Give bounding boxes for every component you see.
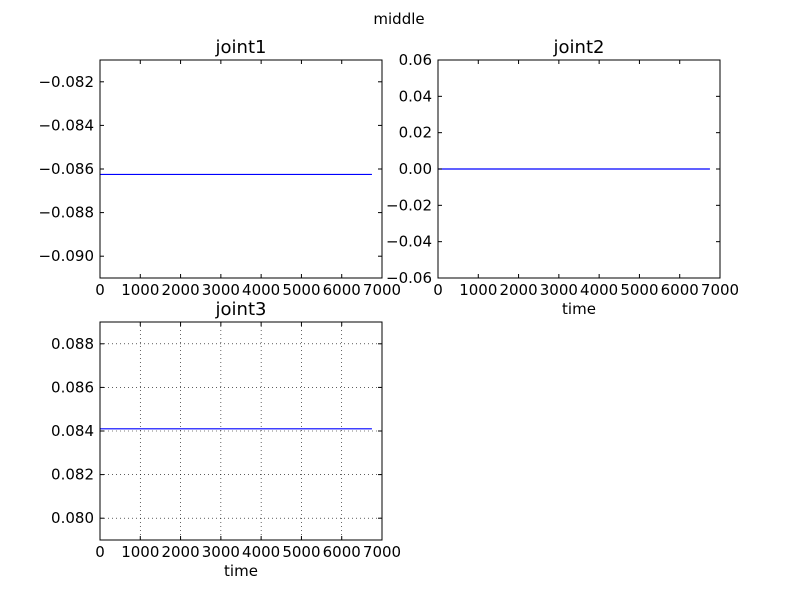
y-tick-label: −0.02 bbox=[386, 196, 432, 214]
y-tick-label: −0.084 bbox=[38, 116, 94, 134]
x-tick-label: 4000 bbox=[580, 281, 618, 299]
x-tick-label: 0 bbox=[433, 281, 443, 299]
y-tick-label: −0.090 bbox=[38, 247, 94, 265]
x-tick-label: 3000 bbox=[202, 281, 240, 299]
subplot-joint3: 0 1000 2000 3000 4000 5000 6000 7000 0.088 0.086 0… bbox=[51, 299, 401, 580]
y-tick-label: −0.088 bbox=[38, 204, 94, 222]
y-tick-label: 0.088 bbox=[51, 335, 94, 353]
x-tick-label: 7000 bbox=[363, 543, 401, 561]
x-tick-label: 2000 bbox=[161, 543, 199, 561]
x-tick-label: 2000 bbox=[161, 281, 199, 299]
y-tick-label: 0.00 bbox=[399, 160, 432, 178]
x-tick-label: 3000 bbox=[540, 281, 578, 299]
x-axis-label: time bbox=[224, 562, 258, 580]
x-tick-label: 0 bbox=[95, 543, 105, 561]
y-tick-label: −0.06 bbox=[386, 269, 432, 287]
y-tick-label: −0.082 bbox=[38, 73, 94, 91]
x-tick-label: 6000 bbox=[323, 543, 361, 561]
y-tick-label: 0.086 bbox=[51, 378, 94, 396]
y-tick-label: −0.086 bbox=[38, 160, 94, 178]
x-tick-label: 7000 bbox=[363, 281, 401, 299]
y-tick-label: 0.02 bbox=[399, 124, 432, 142]
subplot-title: joint1 bbox=[215, 37, 267, 58]
subplot-joint2: 0 1000 2000 3000 4000 5000 6000 7000 0.06 0.04 0.0… bbox=[386, 37, 739, 318]
subplot-title: joint3 bbox=[215, 299, 267, 320]
x-tick-label: 5000 bbox=[620, 281, 658, 299]
axes-frame bbox=[437, 59, 721, 279]
x-tick-label: 4000 bbox=[242, 543, 280, 561]
subplot-joint1: 0 1000 2000 3000 4000 5000 6000 7000 −0.082 −0.08… bbox=[38, 37, 401, 299]
x-tick-label: 1000 bbox=[121, 281, 159, 299]
x-tick-label: 1000 bbox=[459, 281, 497, 299]
x-tick-label: 5000 bbox=[282, 281, 320, 299]
x-tick-label: 3000 bbox=[202, 543, 240, 561]
y-tick-label: 0.082 bbox=[51, 466, 94, 484]
x-tick-label: 2000 bbox=[499, 281, 537, 299]
subplot-title: joint2 bbox=[553, 37, 605, 58]
y-tick-label: 0.080 bbox=[51, 509, 94, 527]
x-tick-label: 6000 bbox=[661, 281, 699, 299]
y-tick-label: 0.06 bbox=[399, 51, 432, 69]
x-tick-label: 6000 bbox=[323, 281, 361, 299]
y-tick-label: 0.04 bbox=[399, 87, 432, 105]
y-tick-label: −0.04 bbox=[386, 233, 432, 251]
axes-frame bbox=[99, 321, 383, 541]
x-axis-label: time bbox=[562, 300, 596, 318]
x-tick-label: 7000 bbox=[701, 281, 739, 299]
plot-area bbox=[100, 322, 382, 540]
figure-suptitle: middle bbox=[373, 10, 424, 28]
x-tick-label: 4000 bbox=[242, 281, 280, 299]
x-tick-label: 0 bbox=[95, 281, 105, 299]
plot-area bbox=[100, 60, 382, 278]
x-tick-label: 1000 bbox=[121, 543, 159, 561]
y-tick-label: 0.084 bbox=[51, 422, 94, 440]
x-tick-label: 5000 bbox=[282, 543, 320, 561]
axes-frame bbox=[99, 59, 383, 279]
